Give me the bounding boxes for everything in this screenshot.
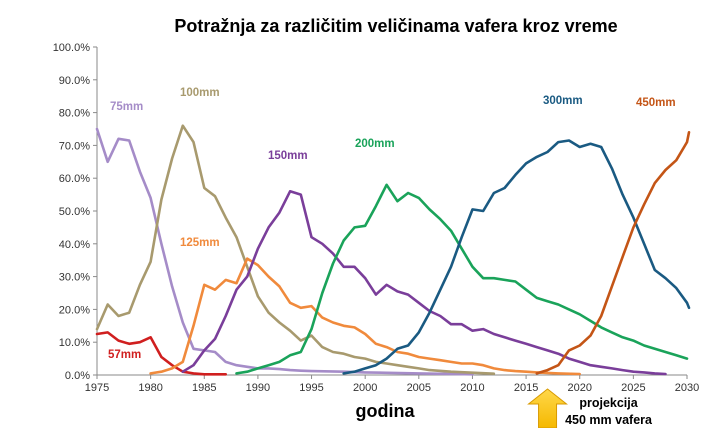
x-tick-label: 1980 bbox=[138, 382, 162, 394]
annotation-line-1: projekcija bbox=[579, 396, 638, 410]
y-tick-label: 20.0% bbox=[59, 304, 90, 316]
y-tick-label: 100.0% bbox=[53, 42, 91, 54]
y-tick-label: 30.0% bbox=[59, 272, 90, 284]
series-line-150mm bbox=[181, 190, 667, 376]
x-axis-label: godina bbox=[356, 401, 416, 421]
series-label-450mm: 450mm bbox=[636, 97, 676, 109]
projection-arrow-icon bbox=[527, 388, 568, 428]
series-line-57mm bbox=[95, 331, 227, 376]
x-tick-label: 2025 bbox=[621, 382, 645, 394]
x-tick-label: 2030 bbox=[675, 382, 699, 394]
y-tick-label: 90.0% bbox=[59, 75, 90, 87]
y-tick-label: 50.0% bbox=[59, 206, 90, 218]
x-tick-label: 2020 bbox=[567, 382, 591, 394]
y-tick-label: 70.0% bbox=[59, 140, 90, 152]
x-tick-label: 2010 bbox=[460, 382, 484, 394]
x-tick-label: 2015 bbox=[514, 382, 538, 394]
x-tick-label: 1985 bbox=[192, 382, 216, 394]
y-tick-label: 60.0% bbox=[59, 173, 90, 185]
series-label-100mm: 100mm bbox=[180, 87, 220, 99]
x-tick-label: 1995 bbox=[299, 382, 323, 394]
y-tick-label: 80.0% bbox=[59, 108, 90, 120]
x-tick-label: 1975 bbox=[85, 382, 109, 394]
x-tick-label: 2005 bbox=[407, 382, 431, 394]
series-line-200mm bbox=[235, 183, 689, 375]
series-line-100mm bbox=[95, 124, 496, 375]
series-label-300mm: 300mm bbox=[543, 95, 583, 107]
chart-title: Potražnja za različitim veličinama vafer… bbox=[174, 16, 617, 36]
projection-annotation: projekcija 450 mm vafera bbox=[527, 388, 653, 428]
series-labels: 57mm 75mm 100mm 125mm 150mm 200mm 300mm 450mm bbox=[108, 87, 676, 361]
axes: 0.0% 10.0% 20.0% 30.0% 40.0% 50.0% 60.0% 70.0% 8… bbox=[53, 42, 700, 394]
series-lines bbox=[95, 124, 691, 376]
y-tick-label: 0.0% bbox=[65, 370, 90, 382]
series-label-75mm: 75mm bbox=[110, 101, 143, 113]
series-line-75mm bbox=[95, 127, 474, 376]
series-label-125mm: 125mm bbox=[180, 237, 220, 249]
series-label-200mm: 200mm bbox=[355, 138, 395, 150]
series-label-150mm: 150mm bbox=[268, 150, 308, 162]
annotation-line-2: 450 mm vafera bbox=[565, 413, 653, 427]
series-label-57mm: 57mm bbox=[108, 349, 141, 361]
y-tick-label: 40.0% bbox=[59, 239, 90, 251]
series-line-450mm bbox=[535, 131, 691, 375]
series-line-300mm bbox=[342, 139, 691, 375]
series-line-125mm bbox=[149, 257, 581, 376]
x-tick-label: 1990 bbox=[246, 382, 270, 394]
x-tick-label: 2000 bbox=[353, 382, 377, 394]
y-tick-label: 10.0% bbox=[59, 337, 90, 349]
